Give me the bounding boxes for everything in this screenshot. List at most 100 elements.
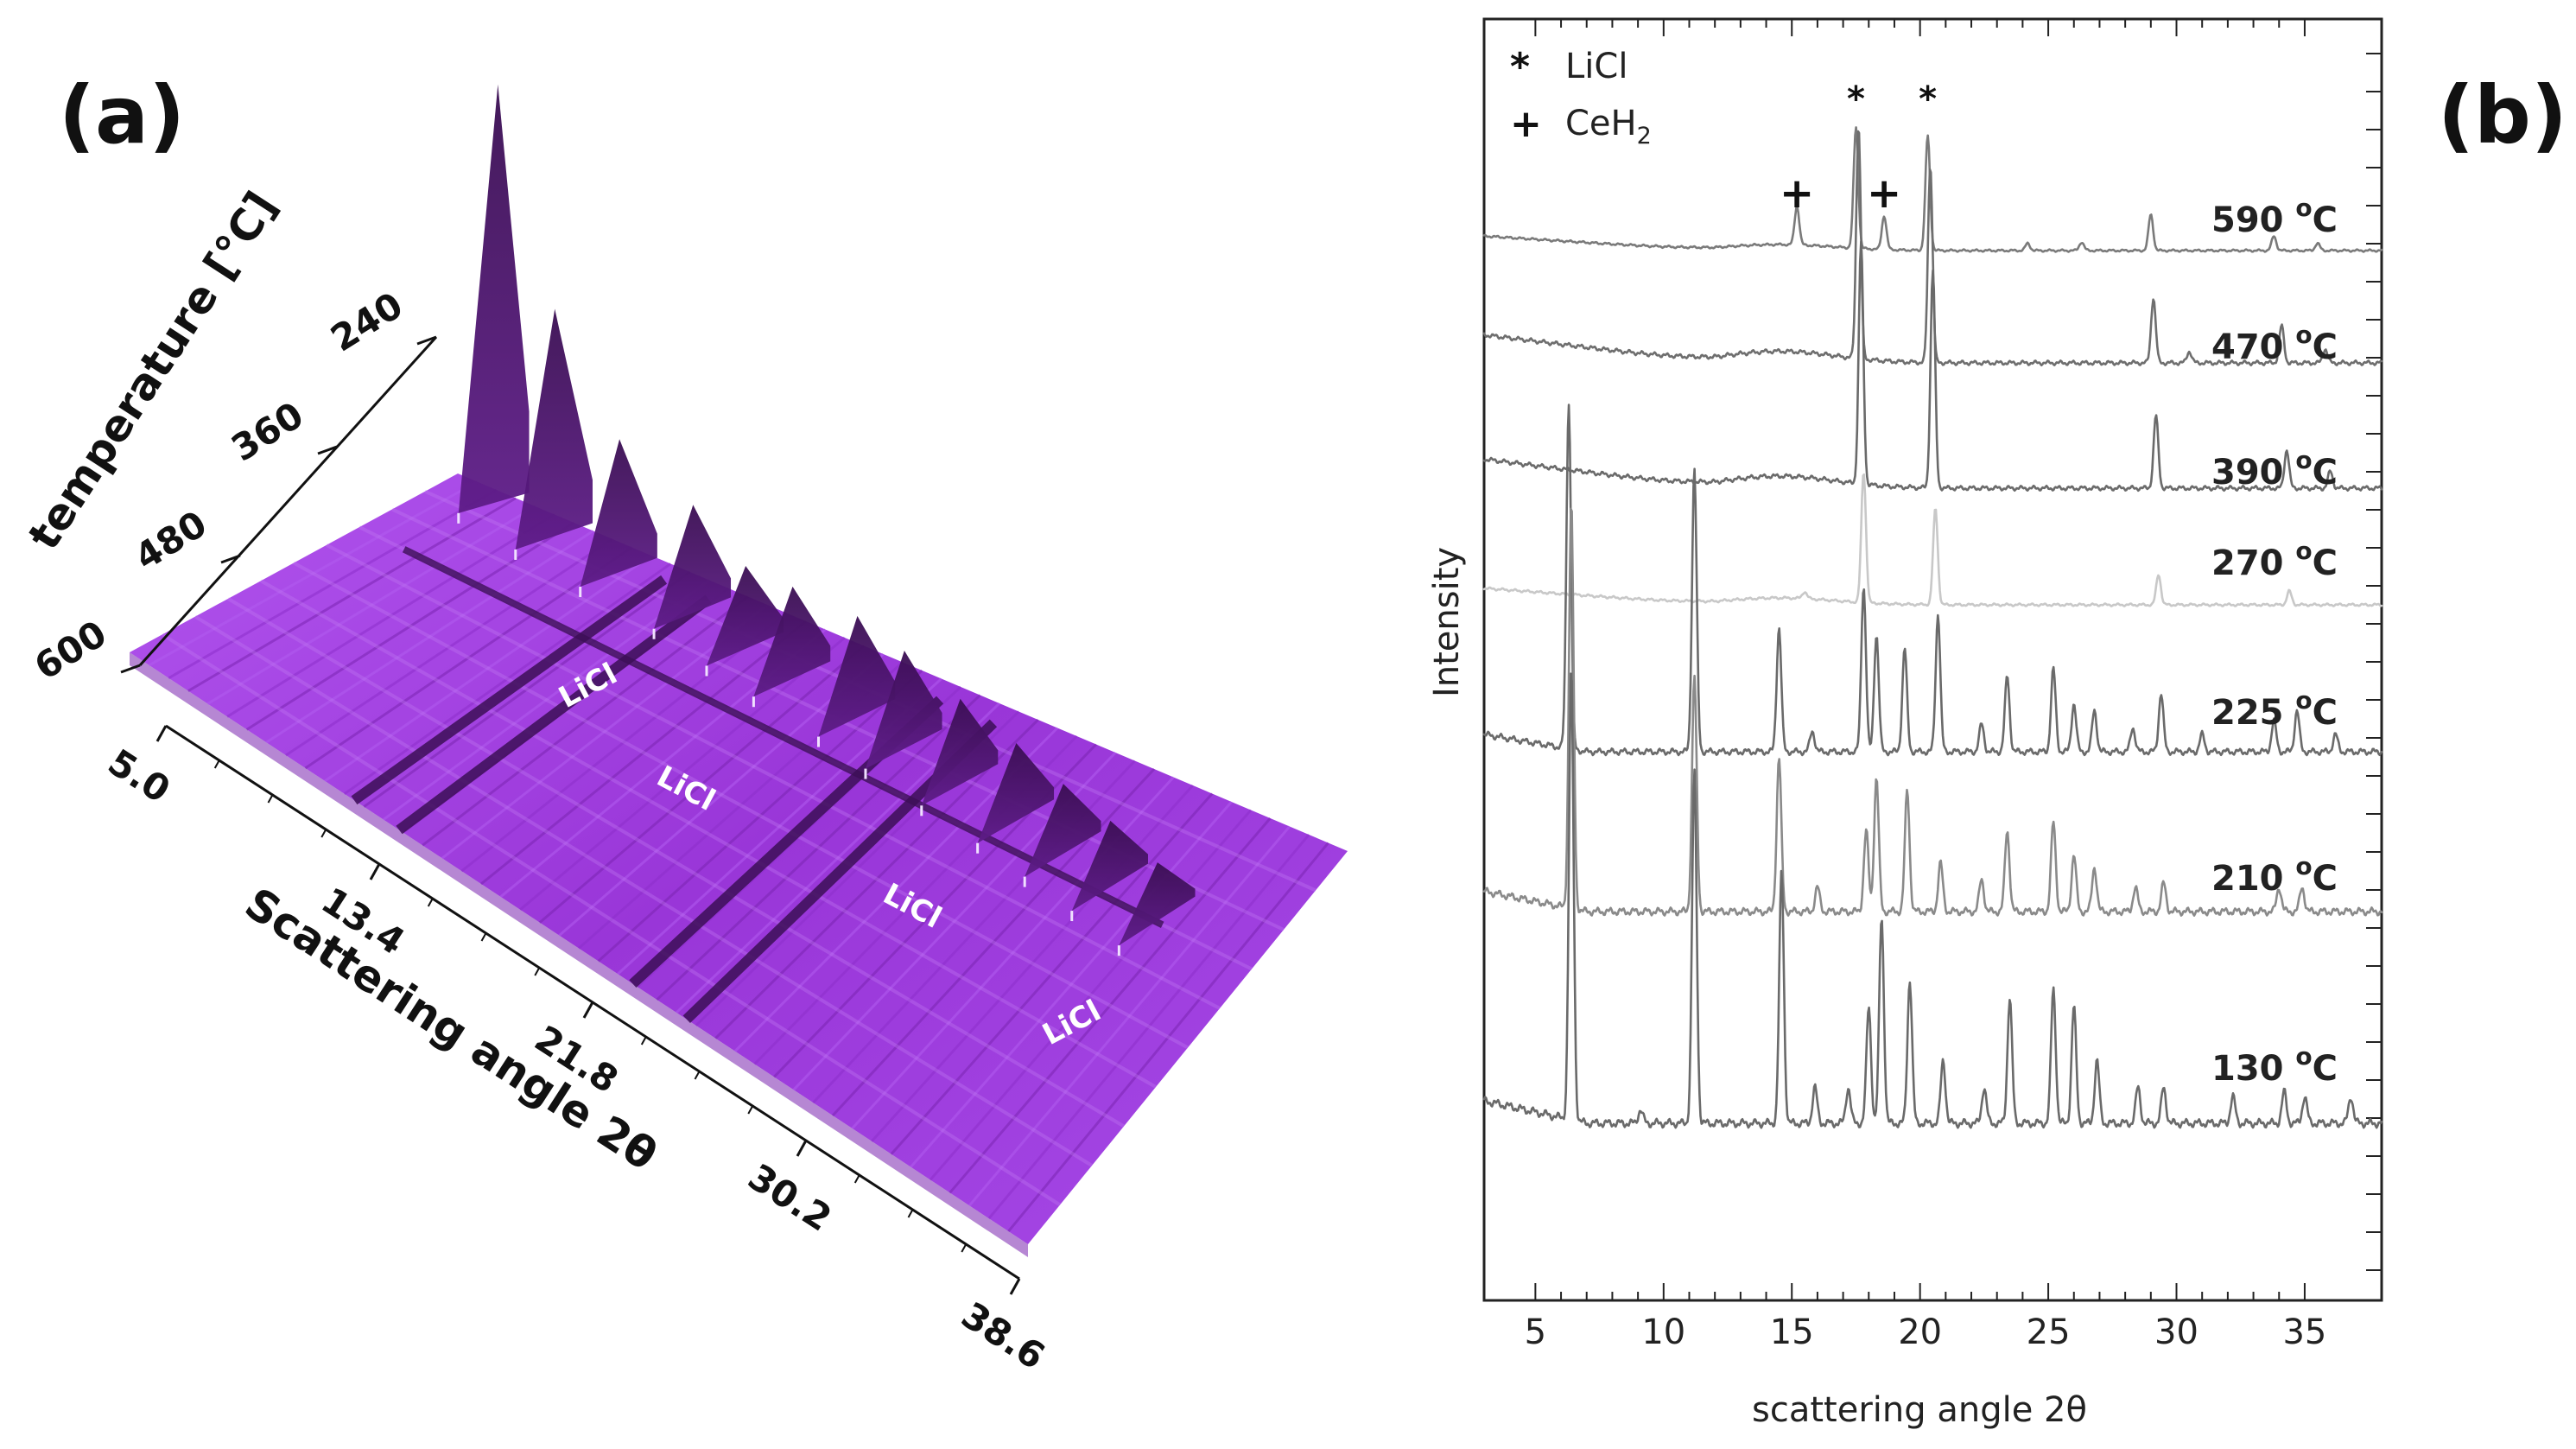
surface-stripe: [656, 694, 981, 1001]
temp-label-unit: C: [2313, 859, 2338, 899]
angle-tick: [369, 863, 381, 880]
surface-stripe: [460, 612, 788, 873]
temp-label-390: 390 oC: [2211, 446, 2338, 493]
surface-stripe: [206, 505, 536, 705]
surface-band: [260, 579, 1157, 1089]
ceh2-marker: +: [1867, 169, 1901, 218]
temperature-tick-label: 360: [224, 393, 310, 469]
surface-stripe: [226, 513, 555, 718]
surface-stripe: [422, 595, 749, 847]
surface-stripe: [538, 645, 866, 924]
surface-band: [226, 597, 1126, 1128]
surface-stripe: [929, 809, 1253, 1181]
temperature-tick-label: 600: [27, 612, 113, 688]
legend-label-ceh2: CeH2: [1565, 104, 1652, 149]
temp-label-degree: o: [2295, 1042, 2312, 1071]
temp-label-130: 130 oC: [2211, 1042, 2338, 1089]
temperature-tick: [317, 445, 338, 455]
temp-label-degree: o: [2295, 446, 2312, 474]
legend-marker-licl: *: [1510, 45, 1530, 89]
temperature-tick-label: 240: [323, 283, 409, 359]
licl-streak: [396, 594, 712, 835]
surface-front-edge: [130, 652, 1028, 1257]
temperature-axis-label: temperature [°C]: [18, 183, 287, 559]
angle-minor-tick: [213, 759, 220, 769]
surface-stripe: [949, 817, 1272, 1194]
surface-band: [293, 561, 1189, 1050]
surface-stripe: [910, 801, 1233, 1168]
angle-minor-tick: [480, 932, 487, 942]
angle-minor-tick: [267, 794, 274, 804]
peak-annotations: + * + *: [1780, 79, 1937, 218]
angle-tick: [796, 1140, 808, 1157]
temp-label-value: 225: [2211, 693, 2295, 733]
trace-390: [1482, 240, 2383, 493]
temp-label-unit: C: [2313, 693, 2338, 733]
x-tick-label: 35: [2282, 1312, 2326, 1352]
legend-label-ceh2-base: CeH: [1565, 104, 1637, 143]
ceh2-marker: +: [1780, 169, 1814, 218]
surface-peak: [706, 565, 784, 666]
x-tick-label: 30: [2154, 1312, 2198, 1352]
angle-tick-label: 38.6: [955, 1293, 1053, 1377]
y-axis-label: Intensity: [1427, 547, 1467, 697]
angle-minor-tick: [853, 1174, 860, 1184]
surface-band: [161, 632, 1062, 1207]
panel-b-label: (b): [2438, 69, 2567, 162]
temp-label-value: 390: [2211, 453, 2295, 493]
surface-stripe: [187, 497, 517, 692]
surface-stripe: [324, 554, 652, 783]
angle-tick: [155, 725, 168, 742]
temp-label-degree: o: [2295, 321, 2312, 349]
temp-label-value: 270: [2211, 543, 2295, 583]
legend: * LiCl + CeH2: [1510, 45, 1652, 149]
trace-470: [1482, 130, 2383, 366]
surface-stripe: [968, 825, 1291, 1207]
temp-label-470: 470 oC: [2211, 321, 2338, 367]
surface-stripe: [245, 521, 575, 731]
surface-peak: [1119, 862, 1196, 946]
angle-tick-label: 30.2: [741, 1155, 840, 1239]
temp-label-value: 210: [2211, 859, 2295, 899]
surface-peak: [753, 586, 831, 697]
trace-270: [1482, 473, 2383, 607]
surface-band: [194, 614, 1094, 1167]
temp-label-270: 270 oC: [2211, 537, 2338, 583]
temperature-axis-line: [138, 335, 438, 667]
surface-peak: [977, 743, 1055, 843]
surface-stripe: [890, 792, 1214, 1155]
surface-peak: [818, 615, 896, 737]
x-tick-label: 10: [1641, 1312, 1685, 1352]
trace-130: [1482, 672, 2383, 1129]
temp-label-degree: o: [2295, 537, 2312, 565]
temp-label-210: 210 oC: [2211, 852, 2338, 899]
surface-peak: [515, 308, 593, 550]
temp-label-degree: o: [2295, 852, 2312, 880]
angle-minor-tick: [534, 967, 541, 976]
surface-stripe: [343, 562, 672, 796]
surface-peak: [1071, 820, 1148, 912]
temp-label-value: 470: [2211, 327, 2295, 367]
surface-stripe: [285, 537, 613, 757]
angle-minor-tick: [427, 898, 434, 907]
surface-stripe: [304, 546, 633, 770]
temp-label-225: 225 oC: [2211, 686, 2338, 733]
surface-stripe: [148, 480, 479, 667]
temp-label-degree: o: [2295, 194, 2312, 222]
surface-peak: [580, 439, 657, 588]
surface-peak: [1025, 784, 1101, 877]
angle-minor-tick: [640, 1036, 647, 1045]
surface-stripe: [519, 636, 846, 911]
surface-stripe: [558, 652, 885, 937]
surface-stripe: [363, 570, 691, 808]
angle-minor-tick: [961, 1243, 968, 1253]
angle-minor-tick: [694, 1071, 701, 1080]
angle-minor-tick: [907, 1209, 914, 1218]
x-tick-label: 5: [1525, 1312, 1546, 1352]
surface-band: [326, 543, 1221, 1010]
temperature-tick: [220, 554, 241, 564]
temp-label-590: 590 oC: [2211, 194, 2338, 240]
